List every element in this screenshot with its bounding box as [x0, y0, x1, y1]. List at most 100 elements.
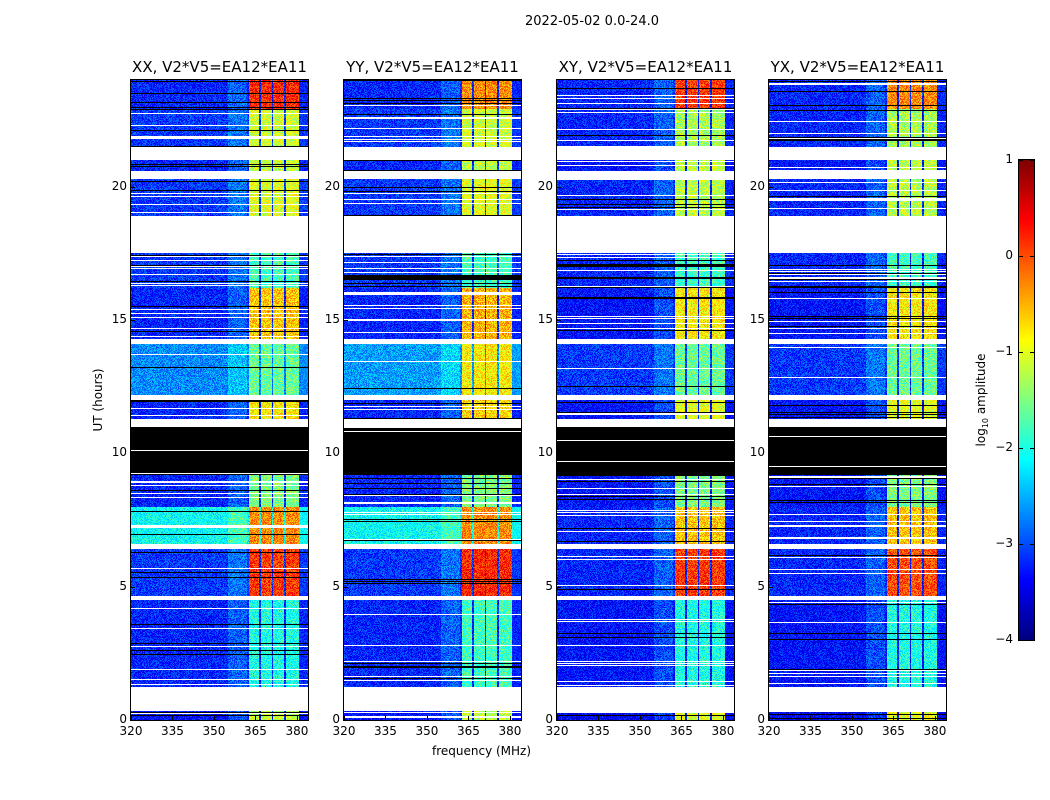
colorbar-tick-mark: [1030, 352, 1034, 353]
y-tick-label: 20: [324, 178, 340, 193]
colorbar-tick-mark: [1030, 640, 1034, 641]
x-tick-mark: [851, 716, 853, 720]
y-tick-label: 0: [757, 712, 765, 726]
colorbar-tick-mark: [1030, 448, 1034, 449]
y-tick-mark: [557, 453, 561, 455]
y-tick-label: 5: [545, 578, 553, 593]
x-tick-label: 350: [840, 724, 864, 738]
colorbar-tick-label: −3: [995, 536, 1013, 550]
x-tick-mark: [810, 716, 812, 720]
y-tick-label: 5: [332, 578, 340, 593]
x-tick-label: 350: [628, 724, 652, 738]
colorbar-tick-mark: [1019, 544, 1023, 545]
x-tick-label: 350: [415, 724, 439, 738]
y-tick-mark: [557, 720, 561, 721]
x-tick-label: 365: [457, 724, 480, 738]
y-tick-mark: [769, 720, 773, 721]
y-tick-mark: [344, 720, 348, 721]
colorbar-tick-mark: [1019, 256, 1023, 257]
x-tick-label: 365: [670, 724, 693, 738]
x-tick-label: 335: [799, 724, 822, 738]
colorbar-tick-mark: [1019, 640, 1023, 641]
figure-title: 2022-05-02 0.0-24.0: [525, 14, 659, 29]
y-tick-label: 0: [332, 712, 340, 726]
y-tick-mark: [131, 186, 135, 188]
panel-frame: [556, 79, 735, 721]
x-tick-mark: [557, 716, 558, 720]
y-tick-mark: [344, 320, 348, 321]
heatmap-panel: [344, 80, 521, 720]
y-tick-label: 5: [119, 578, 127, 593]
x-tick-mark: [426, 716, 428, 720]
x-tick-mark: [255, 716, 257, 720]
x-tick-label: 320: [119, 724, 143, 738]
colorbar-frame: [1018, 159, 1035, 641]
x-tick-label: 350: [202, 724, 226, 738]
heatmap-panel: [769, 80, 946, 720]
x-tick-mark: [344, 716, 345, 720]
colorbar-label: log10 amplitude: [974, 354, 990, 447]
y-tick-label: 20: [111, 178, 127, 193]
colorbar-tick-mark: [1019, 448, 1023, 449]
colorbar-label-rest: amplitude: [973, 353, 988, 418]
colorbar-tick-mark: [1019, 352, 1023, 353]
y-tick-mark: [769, 586, 773, 588]
y-tick-mark: [557, 320, 561, 321]
panel-title: XX, V2*V5=EA12*EA11: [132, 58, 307, 76]
x-tick-mark: [598, 716, 600, 720]
y-tick-label: 10: [324, 445, 340, 460]
x-tick-label: 335: [374, 724, 397, 738]
x-tick-mark: [934, 716, 936, 720]
x-tick-label: 320: [545, 724, 569, 738]
y-tick-mark: [131, 453, 135, 455]
colorbar-tick-label: −1: [995, 344, 1013, 358]
x-axis-label: frequency (MHz): [432, 744, 532, 758]
x-tick-label: 320: [757, 724, 781, 738]
x-tick-mark: [722, 716, 724, 720]
x-tick-mark: [172, 716, 174, 720]
y-tick-label: 15: [324, 312, 340, 326]
panel-frame: [130, 79, 309, 721]
y-tick-label: 10: [749, 445, 765, 460]
x-tick-mark: [213, 716, 215, 720]
y-tick-label: 15: [749, 312, 765, 326]
colorbar-tick-mark: [1030, 160, 1034, 161]
y-tick-mark: [769, 453, 773, 455]
colorbar-tick-mark: [1019, 160, 1023, 161]
y-tick-label: 15: [537, 312, 553, 326]
y-tick-mark: [769, 320, 773, 321]
x-tick-label: 320: [332, 724, 356, 738]
x-tick-label: 380: [498, 724, 522, 738]
x-tick-mark: [509, 716, 511, 720]
y-axis-label: UT (hours): [91, 368, 105, 432]
y-tick-label: 20: [537, 178, 553, 193]
y-tick-label: 0: [545, 712, 553, 726]
colorbar-tick-mark: [1030, 256, 1034, 257]
y-tick-label: 20: [749, 178, 765, 193]
x-tick-label: 365: [244, 724, 267, 738]
colorbar-label-log: log: [973, 428, 988, 447]
panel-title: XY, V2*V5=EA12*EA11: [558, 58, 733, 76]
x-tick-mark: [893, 716, 895, 720]
colorbar-tick-label: −2: [995, 440, 1013, 454]
panel-title: YX, V2*V5=EA12*EA11: [770, 58, 945, 76]
y-tick-mark: [131, 586, 135, 588]
y-tick-mark: [131, 320, 135, 321]
y-tick-label: 15: [111, 312, 127, 326]
colorbar-gradient: [1019, 160, 1034, 640]
x-tick-label: 335: [587, 724, 610, 738]
x-tick-mark: [769, 716, 770, 720]
y-tick-mark: [344, 586, 348, 588]
x-tick-label: 380: [711, 724, 735, 738]
x-tick-label: 380: [285, 724, 309, 738]
colorbar-tick-mark: [1030, 544, 1034, 545]
x-tick-mark: [468, 716, 470, 720]
panel-frame: [768, 79, 947, 721]
y-tick-label: 10: [537, 445, 553, 460]
heatmap-panel: [557, 80, 734, 720]
heatmap-panel: [131, 80, 308, 720]
x-tick-label: 365: [882, 724, 905, 738]
x-tick-mark: [131, 716, 132, 720]
y-tick-mark: [344, 186, 348, 188]
x-tick-mark: [681, 716, 683, 720]
